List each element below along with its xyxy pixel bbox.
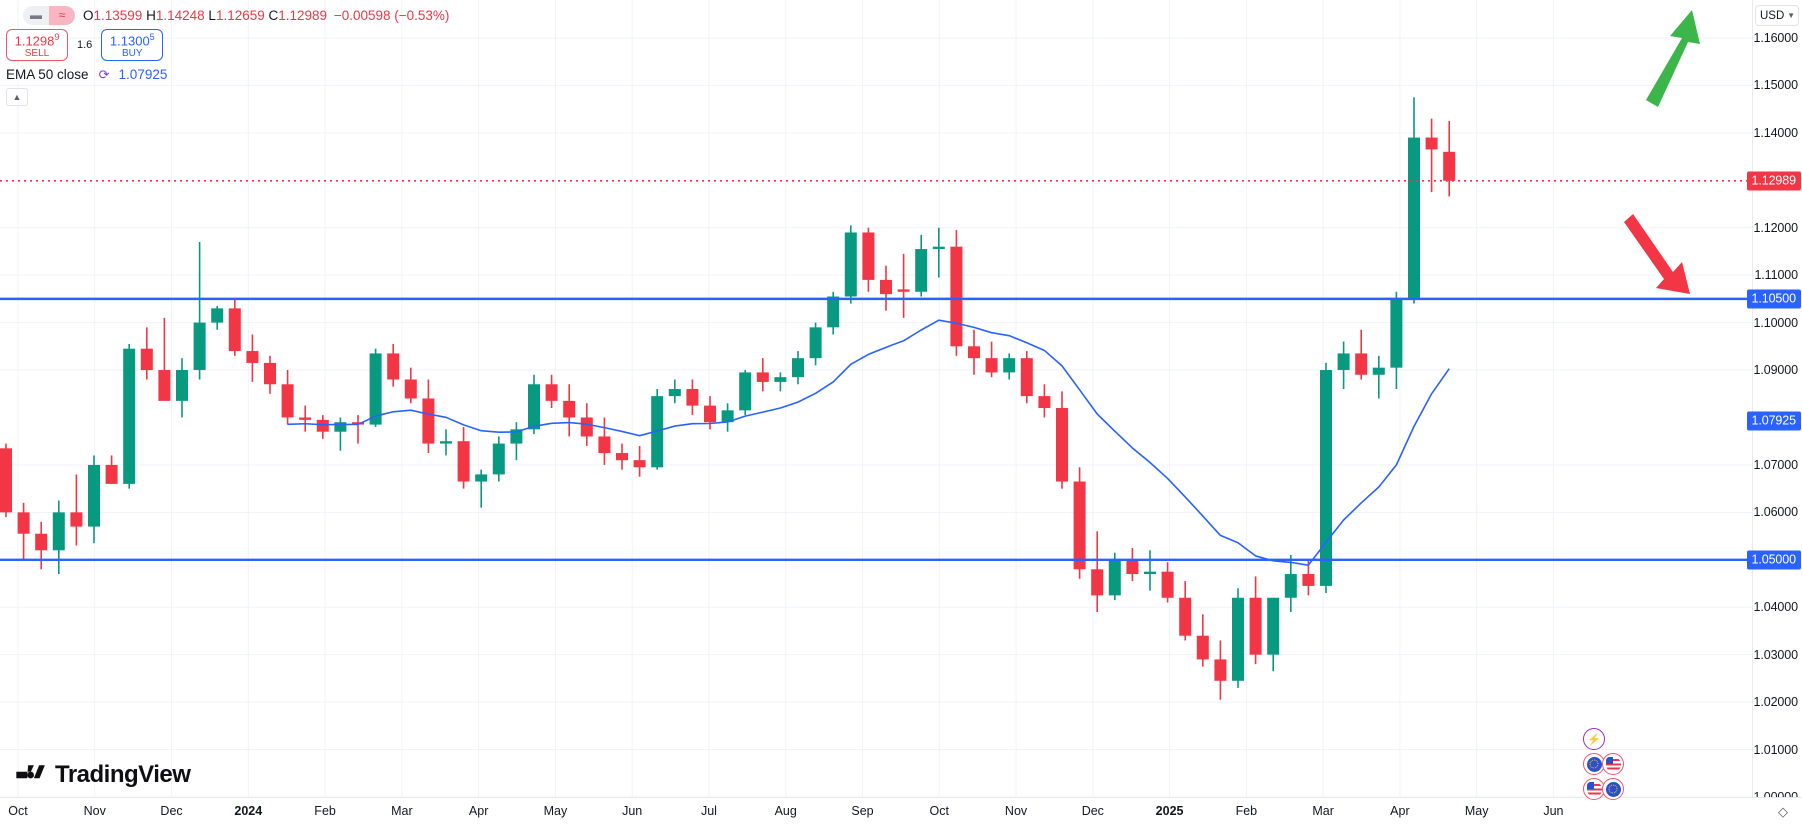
price-tick: 1.11000	[1754, 268, 1798, 283]
open-value: 1.13599	[93, 7, 143, 23]
time-tick: Jun	[1543, 804, 1564, 818]
time-tick: Dec	[160, 804, 183, 818]
price-tick: 1.02000	[1753, 695, 1799, 710]
us-flag-icon[interactable]	[1602, 753, 1624, 775]
eu-flag-icon[interactable]	[1602, 778, 1624, 800]
lightning-icon[interactable]: ⚡	[1583, 728, 1605, 750]
low-label: L	[208, 7, 216, 23]
sell-label: SELL	[24, 48, 50, 60]
price-tick: 1.10000	[1753, 315, 1799, 330]
candlestick-series	[0, 97, 1752, 700]
chart-overlays	[1624, 10, 1700, 294]
time-tick: Sep	[851, 804, 874, 818]
ohlc-row: ▬ ≈ O1.13599 H1.14248 L1.12659 C1.12989 …	[6, 4, 449, 26]
time-tick: Apr	[468, 804, 489, 818]
price-tick: 1.06000	[1753, 505, 1799, 520]
bearish-arrow	[1624, 214, 1690, 294]
refresh-icon[interactable]: ⟳	[98, 66, 110, 82]
price-axis[interactable]: USD ▼ 1.16000 1.15000 1.14000 1.12000 1.1100…	[1746, 0, 1802, 804]
time-tick: Jul	[700, 804, 717, 818]
low-value: 1.12659	[215, 7, 265, 23]
price-badge-ema-value[interactable]: 1.07925	[1746, 411, 1801, 431]
sell-price: 1.12989	[14, 31, 60, 49]
time-tick: Feb	[314, 804, 336, 818]
timezone-settings-icon[interactable]: ◇	[1778, 804, 1788, 819]
high-value: 1.14248	[155, 7, 205, 23]
close-value: 1.12989	[278, 7, 328, 23]
bullish-arrow	[1646, 10, 1700, 107]
time-tick: Nov	[83, 804, 106, 818]
time-tick: Nov	[1004, 804, 1028, 818]
trade-buttons-row: 1.12989 SELL 1.6 1.13005 BUY	[6, 29, 449, 61]
line-chart-icon[interactable]: ≈	[49, 5, 75, 25]
time-tick: Oct	[929, 804, 949, 818]
buy-price: 1.13005	[109, 31, 155, 49]
price-tick: 1.07000	[1753, 457, 1799, 472]
time-tick: Apr	[1390, 804, 1410, 818]
eu-flag-icon[interactable]	[1583, 753, 1605, 775]
indicator-value: 1.07925	[118, 67, 168, 82]
price-tick: 1.12000	[1753, 220, 1799, 235]
time-tick: May	[543, 804, 568, 818]
chart-type-toggle[interactable]: ▬ ≈	[23, 5, 75, 25]
chart-legend: ▬ ≈ O1.13599 H1.14248 L1.12659 C1.12989 …	[6, 4, 449, 106]
time-tick: May	[1464, 804, 1489, 818]
price-badge-resistance-level[interactable]: 1.10500	[1746, 289, 1801, 309]
time-tick: Jun	[622, 804, 643, 818]
tradingview-wordmark: TradingView	[55, 761, 191, 788]
high-label: H	[146, 7, 156, 23]
time-tick: 2025	[1155, 804, 1184, 818]
indicator-name: EMA 50 close	[6, 67, 89, 82]
price-badge-support-level[interactable]: 1.05000	[1746, 550, 1801, 570]
chart-gridlines	[0, 0, 1752, 797]
chart-plot-area[interactable]: ⚡	[0, 0, 1752, 800]
price-tick: 1.04000	[1753, 600, 1799, 615]
spread-value: 1.6	[77, 39, 93, 51]
currency-label: USD	[1760, 9, 1785, 22]
price-change: −0.00598 (−0.53%)	[333, 7, 450, 23]
price-tick: 1.15000	[1753, 78, 1799, 93]
price-tick: 1.14000	[1753, 125, 1799, 140]
chevron-down-icon: ▼	[1787, 10, 1795, 20]
time-tick: Oct	[8, 804, 28, 818]
indicator-legend-row[interactable]: EMA 50 close ⟳ 1.07925	[6, 66, 449, 83]
ohlc-values: O1.13599 H1.14248 L1.12659 C1.12989 −0.0…	[83, 8, 449, 23]
bar-chart-icon[interactable]: ▬	[23, 5, 49, 25]
time-tick: Mar	[391, 804, 413, 818]
buy-label: BUY	[122, 48, 143, 60]
sell-button[interactable]: 1.12989 SELL	[6, 29, 68, 61]
currency-selector[interactable]: USD ▼	[1755, 5, 1799, 26]
collapse-legend-button[interactable]: ▲	[6, 88, 28, 106]
time-tick: Mar	[1312, 804, 1334, 818]
close-label: C	[268, 7, 279, 23]
open-label: O	[83, 7, 94, 23]
price-tick: 1.09000	[1753, 363, 1799, 378]
price-badge-last-price[interactable]: 1.12989	[1746, 171, 1801, 191]
tradingview-logo-icon	[16, 765, 45, 779]
price-tick: 1.16000	[1753, 30, 1799, 45]
time-axis[interactable]: ◇ Oct Nov Dec 2024 Feb Mar Apr May Jun Jul Aug Sep O…	[0, 797, 1802, 825]
time-tick: Aug	[774, 804, 797, 818]
buy-button[interactable]: 1.13005 BUY	[101, 29, 164, 61]
time-tick: Dec	[1081, 804, 1104, 818]
time-tick: 2024	[234, 804, 263, 818]
tradingview-watermark: TradingView	[16, 761, 191, 789]
price-tick: 1.01000	[1753, 742, 1799, 757]
price-tick: 1.03000	[1753, 647, 1799, 662]
time-tick: Feb	[1235, 804, 1258, 818]
